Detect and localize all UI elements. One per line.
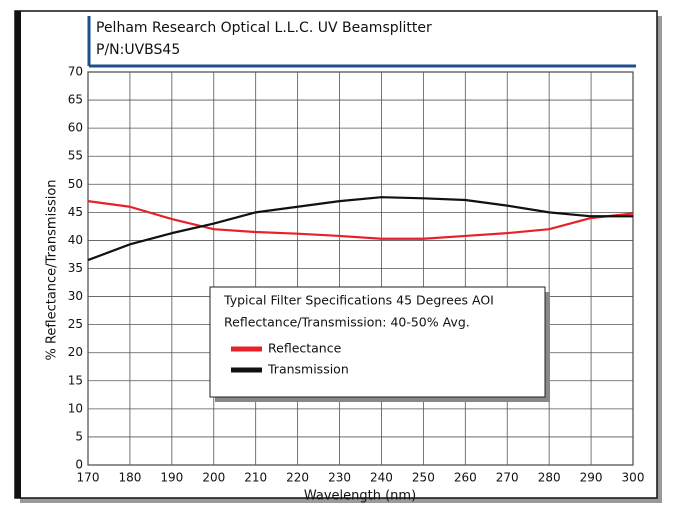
x-tick-label: 190 bbox=[160, 471, 183, 485]
x-tick-label: 230 bbox=[328, 471, 351, 485]
y-tick-label: 45 bbox=[68, 205, 83, 219]
x-tick-label: 300 bbox=[622, 471, 645, 485]
plot: 0 5 10 15 20 25 30 35 40 45 50 55 60 65 70 170 180 190 200… bbox=[68, 65, 645, 485]
x-tick-label: 290 bbox=[580, 471, 603, 485]
frame-edge bbox=[15, 11, 21, 498]
x-tick-label: 220 bbox=[286, 471, 309, 485]
y-tick-label: 60 bbox=[68, 121, 83, 135]
y-tick-label: 30 bbox=[68, 289, 83, 303]
legend: Typical Filter Specifications 45 Degrees… bbox=[209, 286, 550, 402]
x-tick-label: 270 bbox=[496, 471, 519, 485]
series-line bbox=[87, 200, 634, 240]
x-tick-label: 250 bbox=[412, 471, 435, 485]
legend-box bbox=[209, 286, 546, 398]
y-tick-label: 55 bbox=[68, 149, 83, 163]
annotation-title: Typical Filter Specifications 45 Degrees… bbox=[223, 293, 494, 308]
y-tick-label: 25 bbox=[68, 317, 83, 331]
x-tick-label: 170 bbox=[77, 471, 100, 485]
y-tick-label: 20 bbox=[68, 345, 83, 359]
annotation-text: Reflectance/Transmission: 40-50% Avg. bbox=[224, 315, 470, 330]
y-tick-label: 35 bbox=[68, 261, 83, 275]
y-tick-label: 70 bbox=[68, 65, 83, 79]
x-tick-label: 180 bbox=[118, 471, 141, 485]
chart-title: Pelham Research Optical L.L.C. UV Beamsp… bbox=[96, 20, 432, 36]
y-tick-label: 65 bbox=[68, 93, 83, 107]
legend-label: Transmission bbox=[267, 362, 349, 377]
x-tick-label: 210 bbox=[244, 471, 267, 485]
x-tick-label: 240 bbox=[370, 471, 393, 485]
y-axis-label: % Reflectance/Transmission bbox=[45, 179, 60, 360]
y-tick-label: 0 bbox=[75, 458, 83, 472]
series-line bbox=[87, 196, 633, 262]
x-tick-label: 280 bbox=[538, 471, 561, 485]
y-tick-label: 50 bbox=[68, 177, 83, 191]
x-tick-label: 260 bbox=[454, 471, 477, 485]
y-tick-label: 40 bbox=[68, 233, 83, 247]
legend-label: Reflectance bbox=[268, 341, 342, 356]
x-tick-label: 200 bbox=[202, 471, 225, 485]
chart-subtitle: P/N:UVBS45 bbox=[96, 42, 180, 58]
y-tick-label: 15 bbox=[68, 373, 83, 387]
y-tick-label: 10 bbox=[68, 401, 83, 415]
x-axis-label: Wavelength (nm) bbox=[304, 489, 416, 504]
y-tick-label: 5 bbox=[75, 429, 83, 443]
